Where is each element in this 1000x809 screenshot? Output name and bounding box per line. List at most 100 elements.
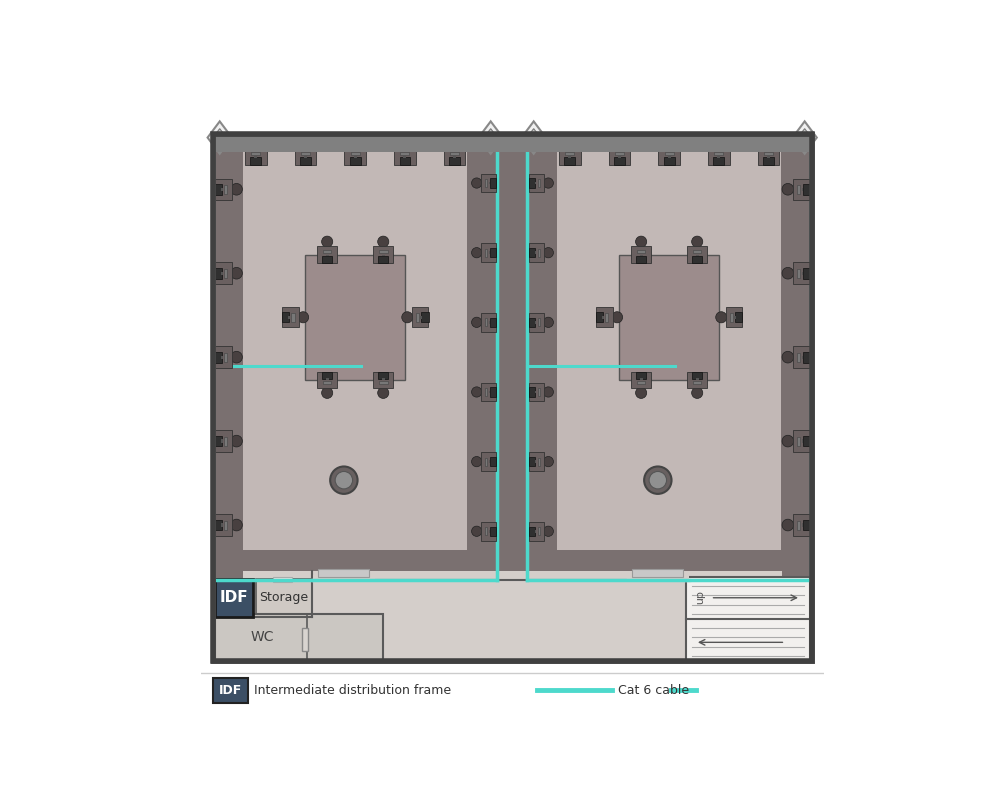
Circle shape <box>402 311 413 323</box>
Circle shape <box>472 526 482 536</box>
Bar <box>535 460 536 463</box>
Bar <box>693 381 701 384</box>
Bar <box>213 678 248 702</box>
Bar <box>351 151 360 155</box>
Bar <box>557 134 781 550</box>
Circle shape <box>782 351 794 363</box>
Circle shape <box>636 388 647 398</box>
Polygon shape <box>213 129 227 146</box>
Circle shape <box>692 388 703 398</box>
Bar <box>538 319 540 326</box>
Circle shape <box>349 137 361 148</box>
Bar <box>793 515 810 536</box>
Bar <box>803 436 810 447</box>
Bar <box>481 313 496 332</box>
Circle shape <box>330 467 358 493</box>
Bar <box>344 147 366 165</box>
Polygon shape <box>208 121 232 154</box>
Bar <box>215 578 253 617</box>
Bar <box>243 570 782 661</box>
Circle shape <box>692 236 703 248</box>
Circle shape <box>231 267 242 279</box>
Circle shape <box>399 137 411 148</box>
Bar <box>323 381 331 384</box>
Bar <box>803 352 810 362</box>
Circle shape <box>231 184 242 195</box>
Bar <box>490 457 496 466</box>
Text: IDF: IDF <box>220 591 248 605</box>
Bar <box>379 250 388 253</box>
Bar <box>300 158 311 165</box>
Bar <box>416 313 419 321</box>
Bar <box>449 158 460 165</box>
Bar <box>213 134 812 661</box>
Bar <box>420 316 422 319</box>
Bar <box>764 151 773 155</box>
Circle shape <box>378 236 389 248</box>
Bar <box>793 262 810 284</box>
Bar <box>535 182 536 184</box>
Bar <box>802 439 803 443</box>
Bar <box>489 530 490 532</box>
Circle shape <box>378 388 389 398</box>
Text: IDF: IDF <box>219 684 242 697</box>
Bar <box>214 352 222 362</box>
Bar <box>305 255 405 379</box>
Circle shape <box>543 248 553 258</box>
Bar <box>529 452 544 471</box>
Bar <box>490 248 496 257</box>
Text: Cat 6 cable: Cat 6 cable <box>618 684 690 697</box>
Bar <box>714 151 723 155</box>
Bar <box>213 134 812 661</box>
Bar <box>221 188 223 191</box>
Bar <box>618 156 621 158</box>
Bar <box>481 383 496 401</box>
Circle shape <box>644 467 672 493</box>
Bar <box>535 391 536 393</box>
Text: dn: dn <box>693 591 703 605</box>
Bar <box>214 430 232 451</box>
Circle shape <box>782 267 794 279</box>
Bar <box>609 147 630 165</box>
Bar <box>489 391 490 393</box>
Bar <box>288 316 290 319</box>
Circle shape <box>472 456 482 467</box>
Bar <box>529 178 535 188</box>
Bar <box>734 316 736 319</box>
Bar <box>245 147 267 165</box>
Bar <box>214 184 222 195</box>
Bar <box>627 575 689 582</box>
Bar <box>559 147 581 165</box>
Bar <box>693 250 701 253</box>
Bar <box>378 371 388 379</box>
Bar <box>631 246 651 263</box>
Bar <box>318 570 369 577</box>
Bar <box>763 158 774 165</box>
Circle shape <box>713 137 725 148</box>
Bar <box>637 381 645 384</box>
Bar <box>535 252 536 254</box>
Bar <box>803 268 810 278</box>
Bar <box>214 268 222 278</box>
Bar <box>295 147 316 165</box>
Bar <box>224 184 227 194</box>
Bar <box>489 460 490 463</box>
Circle shape <box>564 137 576 148</box>
Bar <box>527 134 811 580</box>
Bar <box>687 372 707 388</box>
Bar <box>485 458 487 465</box>
Bar <box>529 527 535 536</box>
Circle shape <box>449 137 460 148</box>
Bar <box>529 318 535 327</box>
Bar <box>214 179 232 200</box>
Bar <box>485 179 487 187</box>
Bar <box>568 156 571 158</box>
Bar <box>565 151 574 155</box>
Bar <box>403 156 406 158</box>
Circle shape <box>231 435 242 447</box>
Bar <box>615 151 624 155</box>
Bar <box>214 515 232 536</box>
Bar <box>499 134 526 580</box>
Bar <box>637 250 645 253</box>
Bar <box>485 319 487 326</box>
